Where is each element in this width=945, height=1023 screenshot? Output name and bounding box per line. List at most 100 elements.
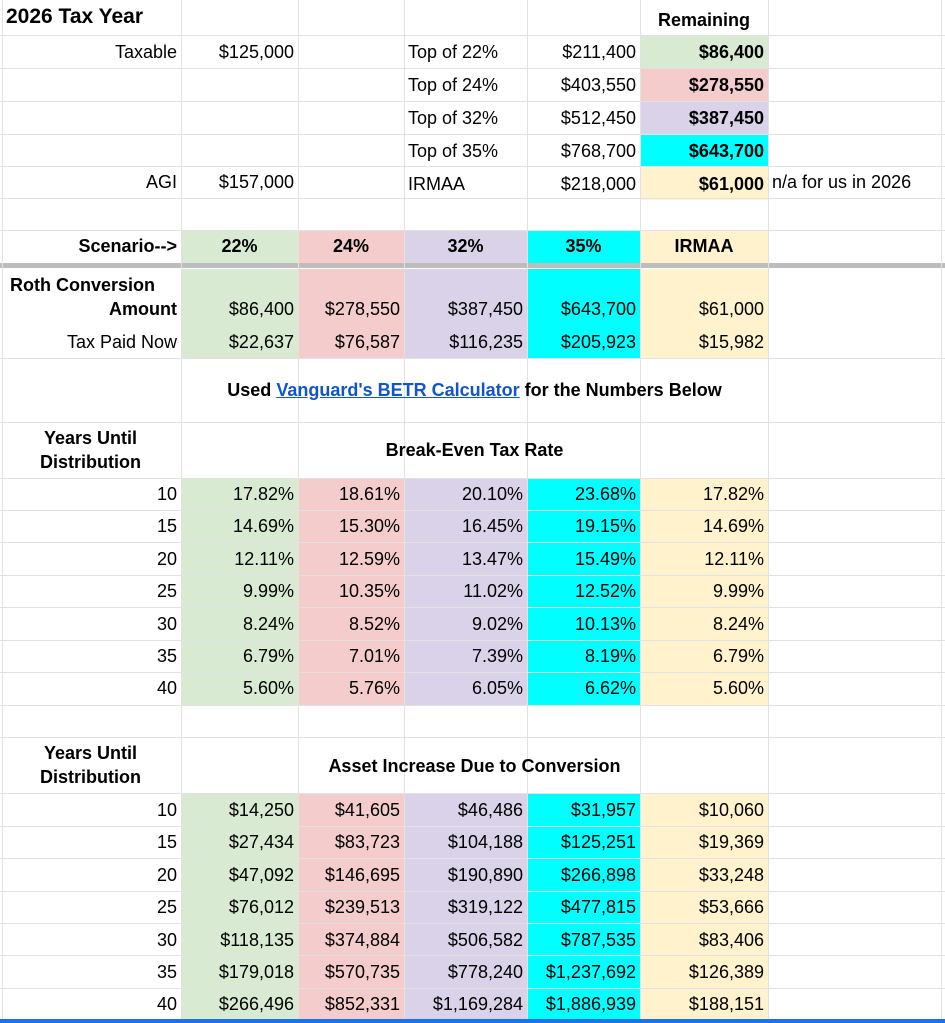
breakeven-value: 5.60% bbox=[712, 678, 764, 699]
breakeven-value: 9.02% bbox=[471, 613, 523, 634]
gridline-h-5 bbox=[0, 198, 945, 199]
breakeven-years: 30 bbox=[156, 613, 177, 634]
lavender-band-roth bbox=[404, 269, 527, 358]
gridline-h-1 bbox=[0, 68, 945, 69]
scenario-label: Scenario--> bbox=[78, 236, 177, 256]
breakeven-value: 15.49% bbox=[574, 548, 636, 569]
agi-value: $157,000 bbox=[218, 172, 294, 192]
gridline-h-23 bbox=[0, 923, 945, 924]
asset-years: 40 bbox=[156, 994, 177, 1015]
asset-value: $104,188 bbox=[447, 832, 523, 853]
bottom-selection-bar bbox=[0, 1019, 945, 1023]
gridline-v-0 bbox=[2, 0, 3, 1019]
breakeven-value: 11.02% bbox=[463, 581, 523, 602]
remaining-bg-1 bbox=[640, 68, 768, 101]
gridline-h-24 bbox=[0, 955, 945, 956]
breakeven-years-label-2: Distribution bbox=[40, 452, 141, 472]
bracket-label-2: Top of 32% bbox=[408, 108, 499, 128]
bracket-remaining-0: $86,400 bbox=[698, 42, 764, 62]
asset-value: $27,434 bbox=[228, 832, 294, 853]
scenario-bg-0 bbox=[181, 230, 298, 264]
roth-amount-0: $86,400 bbox=[228, 299, 294, 319]
green-band-roth bbox=[181, 269, 298, 358]
yellow-band-roth bbox=[640, 269, 768, 358]
betr-note-suffix: for the Numbers Below bbox=[524, 380, 722, 400]
asset-value: $47,092 bbox=[228, 864, 294, 885]
green-band-asset bbox=[181, 793, 298, 1019]
asset-value: $319,122 bbox=[447, 897, 523, 918]
pink-band-asset bbox=[298, 793, 404, 1019]
scenario-bg-2 bbox=[404, 230, 527, 264]
gridline-h-16 bbox=[0, 672, 945, 673]
asset-value: $41,605 bbox=[334, 800, 400, 820]
remaining-bg-0 bbox=[640, 35, 768, 68]
gridline-h-6 bbox=[0, 230, 945, 231]
breakeven-years: 35 bbox=[156, 646, 177, 666]
betr-calculator-link[interactable]: Vanguard's BETR Calculator bbox=[276, 380, 520, 400]
breakeven-years: 25 bbox=[156, 581, 177, 602]
pink-band-roth bbox=[298, 269, 404, 358]
breakeven-value: 9.99% bbox=[242, 581, 294, 602]
asset-value: $118,135 bbox=[220, 929, 294, 950]
gridline-h-11 bbox=[0, 510, 945, 511]
bracket-label-1: Top of 24% bbox=[408, 75, 499, 95]
asset-value: $477,815 bbox=[560, 897, 636, 918]
bracket-value-3: $768,700 bbox=[560, 141, 636, 161]
lavender-band-asset bbox=[404, 793, 527, 1019]
breakeven-value: 10.13% bbox=[574, 613, 636, 634]
tax-paid-label: Tax Paid Now bbox=[66, 332, 177, 352]
gridline-h-10 bbox=[0, 478, 945, 479]
gridline-v-1 bbox=[181, 0, 182, 1019]
remaining-bg-3 bbox=[640, 134, 768, 167]
asset-value: $31,957 bbox=[570, 800, 636, 820]
gridline-v-3 bbox=[404, 0, 405, 1019]
breakeven-value: 15.30% bbox=[338, 516, 400, 537]
breakeven-value: 7.01% bbox=[348, 646, 400, 666]
asset-value: $179,018 bbox=[218, 962, 294, 982]
lavender-band-breakeven bbox=[404, 478, 527, 705]
gridline-h-19 bbox=[0, 793, 945, 794]
gridline-h-22 bbox=[0, 891, 945, 892]
asset-value: $1,886,939 bbox=[545, 994, 636, 1015]
gridline-h-14 bbox=[0, 607, 945, 608]
breakeven-value: 8.24% bbox=[712, 613, 764, 634]
asset-years: 15 bbox=[156, 832, 177, 853]
asset-value: $266,898 bbox=[560, 864, 636, 885]
breakeven-value: 5.76% bbox=[348, 678, 400, 699]
asset-value: $14,250 bbox=[228, 800, 294, 820]
gridline-v-6 bbox=[768, 0, 769, 1019]
breakeven-value: 20.10% bbox=[461, 484, 523, 504]
asset-value: $10,060 bbox=[698, 800, 764, 820]
gridline-h-8 bbox=[0, 358, 945, 359]
asset-value: $83,406 bbox=[698, 929, 764, 950]
scenario-col-1: 24% bbox=[332, 236, 370, 256]
breakeven-value: 14.69% bbox=[232, 516, 294, 537]
asset-years: 35 bbox=[156, 962, 177, 982]
scenario-bg-1 bbox=[298, 230, 404, 264]
breakeven-value: 5.60% bbox=[242, 678, 294, 699]
asset-value: $146,695 bbox=[324, 864, 400, 885]
asset-value: $190,890 bbox=[447, 864, 523, 885]
roth-amount-3: $643,700 bbox=[560, 299, 636, 319]
asset-value: $46,486 bbox=[457, 800, 523, 820]
breakeven-years: 20 bbox=[156, 548, 177, 569]
scenario-bg-4 bbox=[640, 230, 768, 264]
cyan-band-roth bbox=[527, 269, 640, 358]
remaining-bg-4 bbox=[640, 167, 768, 200]
asset-value: $266,496 bbox=[218, 994, 294, 1015]
breakeven-value: 23.68% bbox=[574, 484, 636, 504]
betr-note: Used Vanguard's BETR Calculator for the … bbox=[181, 377, 768, 403]
asset-value: $188,151 bbox=[688, 994, 764, 1015]
gridline-h-4 bbox=[0, 166, 945, 167]
asset-years: 20 bbox=[156, 864, 177, 885]
asset-value: $76,012 bbox=[228, 897, 294, 918]
tax-paid-2: $116,235 bbox=[449, 332, 523, 352]
tax-paid-1: $76,587 bbox=[334, 332, 400, 352]
asset-value: $1,169,284 bbox=[432, 994, 523, 1015]
scenario-bg-3 bbox=[527, 230, 640, 264]
cyan-band-asset bbox=[527, 793, 640, 1019]
gridline-h-0 bbox=[0, 35, 945, 36]
asset-years: 30 bbox=[156, 929, 177, 950]
asset-value: $239,513 bbox=[324, 897, 400, 918]
breakeven-value: 17.82% bbox=[232, 484, 294, 504]
